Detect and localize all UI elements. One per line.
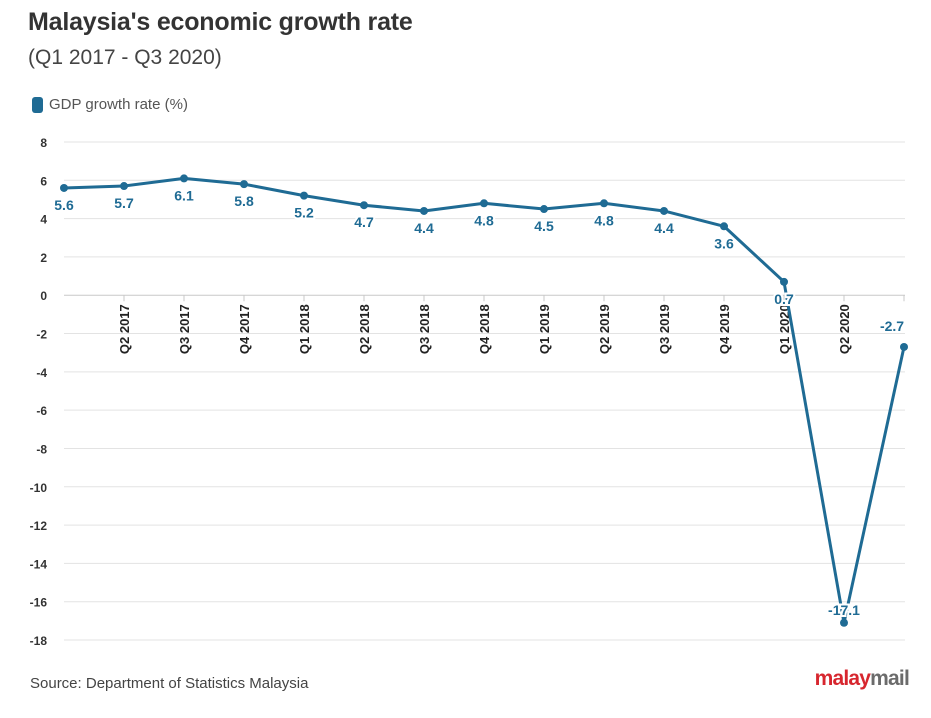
data-point bbox=[360, 201, 368, 210]
y-tick-label: 8 bbox=[40, 136, 47, 150]
data-labels: 5.6 5.7 6.1 5.8 5.2 4.7 4.4 4.8 4.5 4.8 4.4 3.6 0.7 -… bbox=[52, 185, 906, 619]
y-tick-label: 4 bbox=[40, 213, 47, 227]
series-line bbox=[62, 176, 906, 625]
data-point bbox=[600, 199, 608, 208]
data-point bbox=[300, 191, 308, 200]
data-label: 4.7 bbox=[354, 214, 374, 230]
source-note: Source: Department of Statistics Malaysi… bbox=[30, 675, 309, 692]
series-line-path bbox=[62, 176, 906, 625]
y-tick-label: -16 bbox=[30, 596, 48, 610]
data-point bbox=[840, 618, 848, 627]
data-point bbox=[240, 180, 248, 189]
y-tick-label: -8 bbox=[36, 442, 47, 456]
data-label: 6.1 bbox=[174, 187, 194, 203]
chart-title: Malaysia's economic growth rate bbox=[28, 8, 413, 36]
data-point bbox=[660, 206, 668, 215]
x-tick-label: Q2 2020 bbox=[837, 304, 852, 354]
data-label: 5.2 bbox=[294, 205, 314, 221]
y-tick-label: 2 bbox=[40, 251, 47, 265]
x-tick-label: Q1 2019 bbox=[537, 304, 552, 354]
data-label: 5.6 bbox=[54, 197, 74, 213]
x-tick-label: Q4 2017 bbox=[237, 304, 252, 354]
data-label: 4.5 bbox=[534, 218, 554, 234]
y-axis-ticks: 8 6 4 2 0 -2 -4 -6 -8 -10 -12 -14 -16 -18 bbox=[30, 136, 48, 648]
x-tick-label: Q2 2019 bbox=[597, 304, 612, 354]
brand-logo: malaymail bbox=[814, 667, 910, 691]
x-tick-label: Q4 2018 bbox=[477, 304, 492, 354]
y-tick-label: -6 bbox=[36, 404, 47, 418]
data-point bbox=[60, 183, 68, 192]
data-label: 4.4 bbox=[414, 220, 434, 236]
x-tick-label: Q4 2019 bbox=[717, 304, 732, 354]
x-tick-label: Q1 2018 bbox=[297, 304, 312, 354]
data-label: 5.7 bbox=[114, 195, 134, 211]
data-point bbox=[540, 205, 548, 214]
brand-logo-part1: malay bbox=[814, 667, 871, 690]
x-tick-label: Q3 2017 bbox=[177, 304, 192, 354]
y-tick-label: 6 bbox=[40, 174, 47, 188]
x-tick-label: Q3 2018 bbox=[417, 304, 432, 354]
x-tick-label: Q2 2017 bbox=[117, 304, 132, 354]
data-label: 4.4 bbox=[654, 220, 674, 236]
data-point bbox=[420, 206, 428, 215]
data-point bbox=[720, 222, 728, 231]
data-label: -2.7 bbox=[880, 318, 904, 334]
x-tick-label: Q1 2020 bbox=[777, 304, 792, 354]
y-tick-label: 0 bbox=[40, 289, 47, 303]
legend-swatch bbox=[32, 96, 43, 113]
x-tick-label: Q3 2019 bbox=[657, 304, 672, 354]
y-tick-label: -10 bbox=[30, 481, 48, 495]
y-tick-label: -2 bbox=[36, 328, 47, 342]
x-axis-ticks: Q2 2017 Q3 2017 Q4 2017 Q1 2018 Q2 2018 Q3 20… bbox=[117, 295, 905, 354]
y-tick-label: -14 bbox=[30, 557, 48, 571]
y-tick-label: -4 bbox=[36, 366, 47, 380]
data-point bbox=[480, 199, 488, 208]
data-label: 3.6 bbox=[714, 235, 734, 251]
data-label: 5.8 bbox=[234, 193, 254, 209]
chart-subtitle: (Q1 2017 - Q3 2020) bbox=[28, 46, 222, 69]
data-point bbox=[900, 342, 908, 351]
data-point bbox=[180, 174, 188, 183]
grid-lines bbox=[64, 141, 905, 641]
data-point bbox=[780, 277, 788, 286]
data-point bbox=[120, 182, 128, 191]
data-label: -17.1 bbox=[828, 602, 860, 618]
chart-legend: GDP growth rate (%) bbox=[32, 96, 188, 113]
data-label: 4.8 bbox=[474, 212, 494, 228]
x-tick-label: Q2 2018 bbox=[357, 304, 372, 354]
legend-label: GDP growth rate (%) bbox=[49, 96, 188, 113]
y-tick-label: -12 bbox=[30, 519, 48, 533]
data-points bbox=[60, 174, 908, 627]
brand-logo-part2: mail bbox=[870, 667, 910, 690]
data-label: 0.7 bbox=[774, 291, 794, 307]
data-label: 4.8 bbox=[594, 212, 614, 228]
y-tick-label: -18 bbox=[30, 634, 48, 648]
